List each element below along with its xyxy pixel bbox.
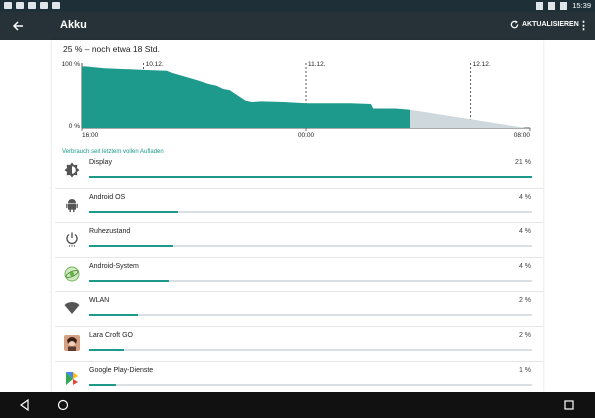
overflow-menu-icon[interactable]: ⋮ — [578, 20, 589, 32]
date-marker-label: 11.12. — [308, 61, 326, 68]
status-time: 15:39 — [572, 1, 591, 10]
usage-bar-track — [89, 279, 532, 282]
usage-percent: 4 % — [518, 228, 531, 236]
row-divider — [55, 360, 543, 362]
lara-croft-go-icon — [63, 334, 81, 352]
usage-bar-fill — [89, 210, 178, 213]
usage-name: WLAN — [89, 297, 110, 305]
notification-icon — [40, 2, 48, 9]
usage-percent: 1 % — [518, 366, 531, 374]
y-tick-label: 0 % — [69, 123, 80, 130]
notification-icons — [4, 2, 60, 9]
row-divider — [55, 256, 543, 258]
notification-icon — [16, 2, 24, 9]
usage-row[interactable]: Android OS 4 % — [55, 189, 543, 223]
usage-name: Android OS — [89, 193, 126, 201]
usage-row[interactable]: Android-System 4 % — [55, 258, 543, 292]
usage-bar-fill — [89, 245, 174, 248]
wifi-status-icon — [548, 1, 556, 10]
wifi-icon — [63, 299, 81, 317]
usage-name: Android-System — [89, 262, 139, 270]
usage-row[interactable]: WLAN 2 % — [55, 292, 543, 326]
row-divider — [55, 187, 543, 189]
power-icon — [63, 230, 81, 248]
notification-icon — [28, 2, 36, 9]
usage-bar-track — [89, 314, 532, 317]
x-tick-label: 00:00 — [298, 132, 315, 139]
battery-level-area — [82, 66, 411, 128]
usage-bar-fill — [89, 383, 116, 386]
usage-bar-track — [89, 210, 532, 213]
usage-name: Lara Croft GO — [89, 332, 133, 339]
battery-status-icon — [560, 1, 568, 10]
usage-bar-track — [89, 383, 532, 386]
usage-percent: 4 % — [518, 193, 531, 201]
back-arrow-icon[interactable] — [10, 18, 26, 34]
usage-row[interactable]: Display 21 % — [55, 154, 543, 188]
usage-bar-fill — [89, 314, 138, 317]
usage-bar-track — [89, 176, 532, 178]
usage-bar-fill — [89, 349, 125, 351]
battery-projection-area — [410, 109, 526, 128]
recents-nav-icon[interactable] — [560, 396, 578, 414]
usage-percent: 4 % — [518, 262, 531, 270]
row-divider — [55, 326, 543, 327]
google-play-services-icon — [63, 369, 81, 387]
usage-percent: 2 % — [518, 297, 531, 305]
refresh-icon — [510, 20, 519, 29]
x-tick-label: 08:00 — [514, 132, 531, 139]
battery-chart: 10.12. 11.12. 12.12. 100 % 0 %16:00 00:00 08:0… — [62, 61, 531, 139]
android-icon — [63, 196, 81, 214]
refresh-label: AKTUALISIEREN — [522, 21, 579, 28]
usage-bar-fill — [89, 279, 169, 282]
section-title: Verbrauch seit letztem vollen Aufladen — [62, 149, 164, 155]
usage-row[interactable]: Lara Croft GO 2 % — [55, 327, 543, 361]
refresh-button[interactable]: AKTUALISIEREN — [510, 20, 579, 29]
usage-row[interactable]: Google Play-Dienste 1 % — [55, 362, 543, 396]
date-marker-label: 10.12. — [146, 61, 164, 68]
date-marker-label: 12.12. — [473, 61, 491, 68]
navigation-bar — [0, 392, 595, 418]
x-tick-label: 16:00 — [82, 132, 99, 139]
usage-name: Ruhezustand — [89, 228, 131, 236]
usage-percent: 2 % — [518, 332, 531, 339]
y-tick-label: 100 % — [62, 61, 81, 68]
android-system-icon — [63, 265, 81, 283]
page-title: Akku — [60, 19, 87, 31]
notification-icon — [52, 2, 60, 9]
status-bar: 15:39 — [0, 0, 595, 12]
usage-bar-track — [89, 349, 532, 351]
usage-name: Google Play-Dienste — [89, 366, 154, 374]
app-bar: Akku AKTUALISIEREN ⋮ — [0, 12, 595, 40]
row-divider — [55, 291, 543, 293]
usage-bar-track — [89, 245, 532, 248]
usage-percent: 21 % — [515, 159, 531, 166]
battery-summary: 25 % – noch etwa 18 Std. — [63, 44, 160, 54]
back-nav-icon[interactable] — [16, 396, 34, 414]
usage-row[interactable]: Ruhezustand 4 % — [55, 223, 543, 257]
notification-icon — [4, 2, 12, 9]
home-nav-icon[interactable] — [54, 396, 72, 414]
brightness-icon — [63, 161, 81, 179]
usage-name: Display — [89, 159, 112, 166]
usage-bar-fill — [89, 176, 532, 178]
bluetooth-icon — [536, 1, 544, 10]
row-divider — [55, 222, 543, 224]
